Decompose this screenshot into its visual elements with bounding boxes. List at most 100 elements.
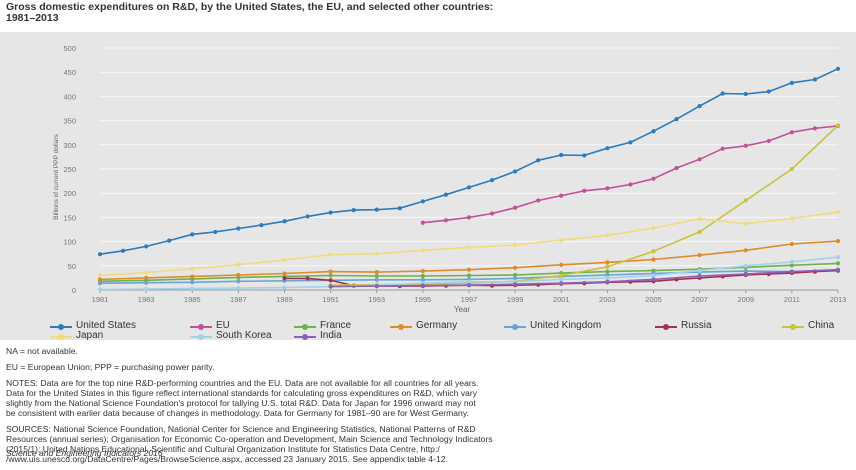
y-tick-label: 0 (72, 286, 76, 295)
data-point-united-kingdom (97, 281, 103, 286)
data-point-eu (605, 186, 610, 191)
notes-line: NOTES: Data are for the top nine R&D-per… (6, 378, 479, 388)
data-point-united-states (812, 77, 818, 82)
x-tick-label: 2003 (599, 295, 616, 304)
data-point-germany (559, 262, 564, 267)
data-point-france (420, 273, 425, 279)
data-point-united-states (420, 199, 425, 204)
legend-label: France (320, 320, 352, 331)
data-point-united-kingdom (144, 280, 149, 285)
data-point-eu (674, 165, 679, 171)
data-point-india (374, 284, 379, 289)
data-point-india (743, 271, 748, 277)
data-point-india (697, 273, 702, 279)
data-point-france (835, 261, 841, 266)
series-lines (97, 66, 841, 292)
data-point-china (697, 229, 702, 235)
data-point-united-states (144, 244, 149, 249)
data-point-japan (835, 209, 841, 215)
data-point-india (559, 281, 564, 286)
data-point-united-states (213, 229, 218, 235)
data-point-south-korea (835, 254, 841, 260)
data-point-eu (651, 176, 656, 181)
data-point-united-states (167, 238, 172, 243)
data-point-eu (536, 198, 541, 203)
data-point-united-states (582, 153, 587, 158)
data-point-france (328, 273, 333, 278)
data-point-united-states (697, 103, 702, 109)
data-point-germany (190, 274, 195, 279)
data-point-eu (812, 126, 818, 131)
data-point-japan (651, 225, 656, 231)
sources-line: Resources (annual series); Organisation … (6, 434, 493, 444)
data-point-japan (190, 266, 195, 271)
data-point-united-states (259, 223, 264, 228)
data-point-united-kingdom (513, 276, 518, 281)
data-point-united-kingdom (420, 277, 425, 282)
x-tick-label: 1981 (92, 295, 109, 304)
data-point-india (328, 284, 333, 289)
data-point-india (466, 283, 472, 288)
series-line-india (330, 268, 839, 288)
x-tick-label: 1993 (368, 295, 385, 304)
legend-label: China (808, 320, 835, 331)
data-point-south-korea (743, 263, 748, 268)
data-point-united-states (443, 192, 449, 197)
series-eu (420, 123, 841, 225)
legend-marker (58, 334, 64, 340)
data-point-united-states (789, 80, 794, 85)
data-point-south-korea (282, 285, 287, 290)
legend-marker (198, 324, 204, 330)
data-point-eu (743, 143, 748, 148)
y-tick-label: 300 (63, 141, 76, 150)
data-point-united-states (605, 146, 610, 151)
data-point-india (789, 269, 794, 274)
data-point-eu (628, 182, 633, 187)
data-point-eu (466, 215, 472, 220)
data-point-germany (420, 269, 425, 274)
data-point-japan (420, 248, 425, 253)
data-point-united-states (374, 207, 379, 212)
legend-label: EU (216, 320, 230, 331)
data-point-japan (466, 245, 472, 250)
x-tick-label: 2011 (784, 295, 800, 304)
data-point-france (374, 273, 379, 279)
x-tick-label: 2007 (691, 295, 708, 304)
data-point-united-states (835, 66, 841, 71)
data-point-united-states (282, 219, 287, 224)
data-point-south-korea (559, 277, 564, 282)
series-united-states (97, 66, 841, 257)
x-tick-labels: 1981 1983 1985 1987 1989 1991 1993 1995 1997 1999… (92, 295, 847, 304)
notes-line: be consistent with earlier data because … (6, 408, 469, 418)
data-point-united-states (743, 91, 748, 97)
data-point-south-korea (605, 275, 610, 280)
data-point-united-states (536, 158, 541, 163)
x-tick-label: 1985 (184, 295, 201, 304)
data-point-germany (466, 267, 472, 272)
x-tick-label: 1995 (415, 295, 432, 304)
data-point-united-kingdom (190, 280, 195, 285)
y-tick-label: 250 (63, 165, 76, 174)
y-tick-label: 50 (68, 262, 76, 271)
note-na: NA = not available. (6, 346, 78, 356)
data-point-japan (236, 262, 241, 267)
data-point-china (651, 249, 656, 254)
legend-label: Germany (416, 320, 458, 331)
data-point-south-korea (236, 285, 241, 291)
x-tick-label: 2001 (553, 295, 570, 304)
x-tick-label: 1997 (461, 295, 478, 304)
series-japan (97, 209, 841, 278)
data-point-france (513, 272, 518, 278)
data-point-germany (144, 275, 149, 280)
data-point-eu (443, 218, 449, 223)
notes-line: slightly from the National Science Found… (6, 398, 476, 408)
y-tick-label: 100 (63, 238, 76, 247)
data-point-japan (374, 251, 379, 256)
data-point-united-kingdom (605, 272, 610, 278)
data-point-germany (697, 253, 702, 258)
series-line-china (330, 124, 839, 286)
legend-marker (302, 324, 308, 330)
data-point-india (651, 277, 656, 282)
